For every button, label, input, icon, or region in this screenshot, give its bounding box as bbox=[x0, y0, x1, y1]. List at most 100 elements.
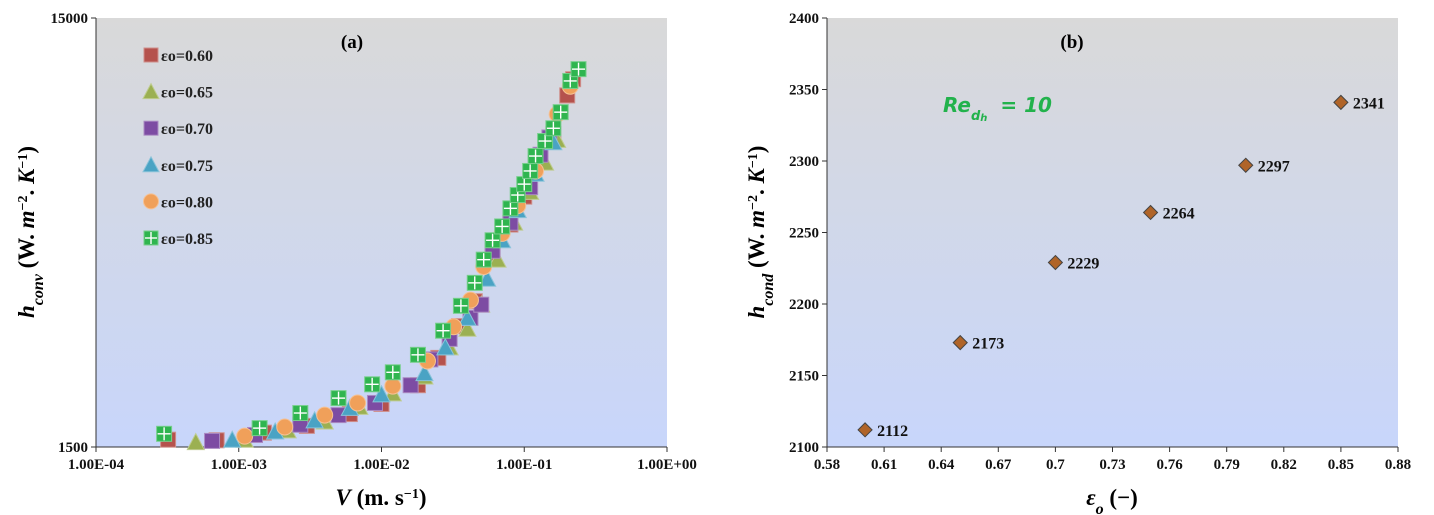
data-point bbox=[552, 104, 569, 121]
y-tick-label: 1500 bbox=[58, 440, 88, 456]
legend-marker bbox=[143, 120, 159, 136]
y-tick-label: 2150 bbox=[789, 369, 819, 385]
legend-label: εo=0.60 bbox=[161, 48, 213, 65]
legend-a: εo=0.60 εo=0.65 εo=0.70 εo=0.75 εo=0.80 εo=0.… bbox=[142, 47, 213, 248]
legend-label: εo=0.75 bbox=[161, 158, 213, 175]
x-tick-label: 0.67 bbox=[985, 457, 1012, 473]
data-label: 2297 bbox=[1258, 158, 1290, 175]
data-point bbox=[330, 390, 347, 407]
data-point bbox=[236, 427, 254, 445]
x-tick-label: 0.61 bbox=[871, 457, 897, 473]
legend-marker bbox=[143, 47, 159, 63]
chart-a: 1.00E-04 1.00E-03 1.00E-02 1.00E-01 1.00E+00… bbox=[14, 11, 697, 510]
y-tick-label: 2400 bbox=[789, 11, 819, 27]
panel-label-a: (a) bbox=[341, 32, 363, 53]
data-point bbox=[1238, 157, 1254, 173]
legend-item: εo=0.65 bbox=[142, 82, 213, 102]
data-point bbox=[466, 274, 483, 291]
x-tick-label: 0.88 bbox=[1385, 457, 1411, 473]
legend-item: εo=0.75 bbox=[142, 155, 213, 175]
data-point bbox=[349, 394, 367, 412]
series-εo=0.85 bbox=[156, 61, 587, 442]
data-point bbox=[415, 363, 434, 382]
x-ticks-b: 0.58 0.61 0.64 0.67 0.7 0.73 0.76 0.79 0.82 0.85 0… bbox=[814, 447, 1411, 473]
x-tick-label: 1.00E-04 bbox=[68, 457, 125, 473]
legend-label: εo=0.80 bbox=[161, 194, 213, 211]
legend-label: εo=0.85 bbox=[161, 231, 213, 248]
data-point bbox=[402, 377, 419, 394]
panel-label-b: (b) bbox=[1060, 32, 1083, 53]
x-tick-label: 0.82 bbox=[1271, 457, 1297, 473]
y-tick-label: 2300 bbox=[789, 154, 819, 170]
data-point bbox=[186, 432, 206, 451]
x-tick-label: 1.00E-01 bbox=[496, 457, 552, 473]
legend-item: εo=0.60 bbox=[143, 47, 213, 65]
data-point bbox=[452, 297, 469, 314]
data-label: 2341 bbox=[1353, 95, 1385, 112]
data-point bbox=[1142, 204, 1159, 221]
data-label: 2173 bbox=[972, 336, 1004, 353]
data-point bbox=[251, 420, 268, 437]
reynolds-annotation: Redh = 10 bbox=[943, 93, 1052, 124]
data-label: 2112 bbox=[877, 423, 908, 440]
data-point bbox=[484, 232, 501, 249]
x-tick-label: 0.7 bbox=[1046, 457, 1065, 473]
data-point bbox=[857, 422, 873, 438]
y-tick-label: 2350 bbox=[789, 83, 819, 99]
data-point bbox=[952, 334, 968, 351]
data-point bbox=[527, 148, 544, 165]
x-tick-label: 0.76 bbox=[1156, 457, 1183, 473]
plot-area-b bbox=[827, 18, 1398, 447]
x-ticks-a: 1.00E-04 1.00E-03 1.00E-02 1.00E-01 1.00E+00 bbox=[68, 447, 697, 473]
x-tick-label: 1.00E-02 bbox=[353, 457, 409, 473]
data-point bbox=[384, 364, 401, 381]
data-point bbox=[458, 308, 477, 326]
legend-item: εo=0.85 bbox=[143, 230, 213, 248]
x-axis-title-b: εo (−) bbox=[1086, 485, 1138, 515]
series-εo=0.75 bbox=[222, 132, 563, 448]
x-tick-label: 0.64 bbox=[928, 457, 955, 473]
data-point bbox=[364, 376, 381, 393]
x-tick-label: 0.85 bbox=[1328, 457, 1354, 473]
data-point bbox=[477, 269, 497, 287]
data-point bbox=[156, 425, 173, 442]
x-tick-label: 0.79 bbox=[1214, 457, 1240, 473]
data-label: 2229 bbox=[1067, 256, 1099, 273]
y-axis-title-a: hconv (W. m−2. K−1) bbox=[14, 146, 47, 318]
data-point bbox=[1047, 254, 1064, 271]
data-point bbox=[1333, 94, 1349, 111]
data-point bbox=[502, 200, 519, 217]
data-point bbox=[276, 418, 294, 436]
data-point bbox=[316, 406, 334, 424]
data-point bbox=[537, 133, 554, 150]
data-point bbox=[562, 72, 579, 89]
y-ticks-b: 2100 2150 2200 2250 2300 2350 2400 bbox=[789, 11, 827, 456]
points-b: 2112 2173 2229 2264 2297 2341 bbox=[857, 94, 1385, 440]
x-tick-label: 0.73 bbox=[1099, 457, 1125, 473]
x-tick-label: 1.00E+00 bbox=[637, 457, 697, 473]
x-tick-label: 0.58 bbox=[814, 457, 840, 473]
data-point bbox=[458, 319, 477, 337]
data-point bbox=[516, 176, 533, 193]
x-axis-title-a: V (m. s−1) bbox=[335, 485, 426, 510]
y-tick-label: 2100 bbox=[789, 440, 819, 456]
y-tick-label: 2200 bbox=[789, 297, 819, 313]
x-tick-label: 1.00E-03 bbox=[211, 457, 267, 473]
data-point bbox=[436, 337, 455, 356]
data-point bbox=[204, 432, 221, 449]
y-tick-label: 15000 bbox=[51, 11, 89, 27]
data-point bbox=[372, 384, 391, 403]
y-tick-label: 2250 bbox=[789, 226, 819, 242]
data-point bbox=[494, 218, 511, 235]
legend-label: εo=0.65 bbox=[161, 85, 213, 102]
data-point bbox=[488, 250, 507, 268]
points-a bbox=[156, 61, 587, 451]
legend-label: εo=0.70 bbox=[161, 121, 213, 138]
data-point bbox=[475, 251, 492, 268]
legend-marker bbox=[143, 193, 159, 210]
data-point bbox=[522, 162, 539, 179]
data-point bbox=[435, 322, 452, 339]
data-label: 2264 bbox=[1163, 205, 1195, 222]
data-point bbox=[545, 120, 562, 137]
